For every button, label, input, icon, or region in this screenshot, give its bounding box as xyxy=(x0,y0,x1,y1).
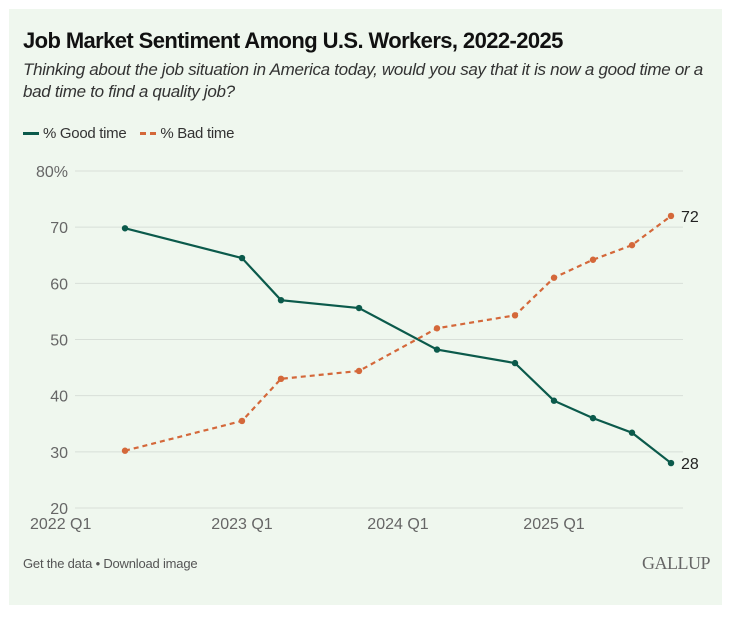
data-point xyxy=(589,256,597,263)
legend-swatch-solid-icon xyxy=(23,132,39,135)
legend-item-bad: % Bad time xyxy=(140,125,234,142)
download-image-link[interactable]: Download image xyxy=(103,556,198,571)
data-point xyxy=(433,346,441,353)
data-point xyxy=(550,274,558,281)
chart-panel xyxy=(9,9,722,605)
legend-label-bad: % Bad time xyxy=(160,125,235,142)
get-data-link[interactable]: Get the data xyxy=(23,556,93,571)
y-tick-label: 30 xyxy=(50,445,68,462)
y-tick-label: 20 xyxy=(50,501,68,518)
separator: • xyxy=(92,556,104,571)
footer-links: Get the data • Download image xyxy=(23,556,198,571)
data-point xyxy=(238,254,246,262)
series-line-bad xyxy=(124,215,672,452)
y-tick-label: 80% xyxy=(36,164,68,181)
end-data-label: 72 xyxy=(681,209,699,226)
data-point xyxy=(121,447,129,454)
chart-subtitle: Thinking about the job situation in Amer… xyxy=(23,60,703,101)
data-point xyxy=(277,375,285,383)
data-point xyxy=(667,459,675,467)
data-point xyxy=(355,367,363,375)
y-tick-label: 60 xyxy=(50,276,68,293)
y-tick-label: 50 xyxy=(50,333,68,350)
legend-item-good: % Good time xyxy=(23,125,127,142)
series-line-good xyxy=(124,227,672,464)
end-data-label: 28 xyxy=(681,456,699,473)
data-point xyxy=(121,225,129,232)
x-tick-label: 2024 Q1 xyxy=(367,516,428,533)
x-tick-label: 2025 Q1 xyxy=(523,516,584,533)
data-point xyxy=(628,429,636,436)
x-tick-label: 2022 Q1 xyxy=(30,516,91,533)
data-point xyxy=(238,417,246,425)
data-point xyxy=(667,212,675,220)
data-point xyxy=(511,312,519,319)
legend-label-good: % Good time xyxy=(43,125,127,142)
data-point xyxy=(628,241,636,249)
data-point xyxy=(511,359,519,367)
data-point xyxy=(589,414,597,422)
data-point xyxy=(277,296,285,304)
x-tick-label: 2023 Q1 xyxy=(211,516,272,533)
gallup-logo: GALLUP xyxy=(642,553,711,573)
legend-swatch-dashed-icon xyxy=(140,132,157,135)
y-tick-label: 70 xyxy=(50,220,68,237)
y-tick-label: 40 xyxy=(50,389,68,406)
data-point xyxy=(355,304,363,312)
chart-title: Job Market Sentiment Among U.S. Workers,… xyxy=(23,28,563,53)
data-point xyxy=(433,325,441,332)
legend: % Good time % Bad time xyxy=(23,125,248,142)
data-point xyxy=(550,397,558,404)
